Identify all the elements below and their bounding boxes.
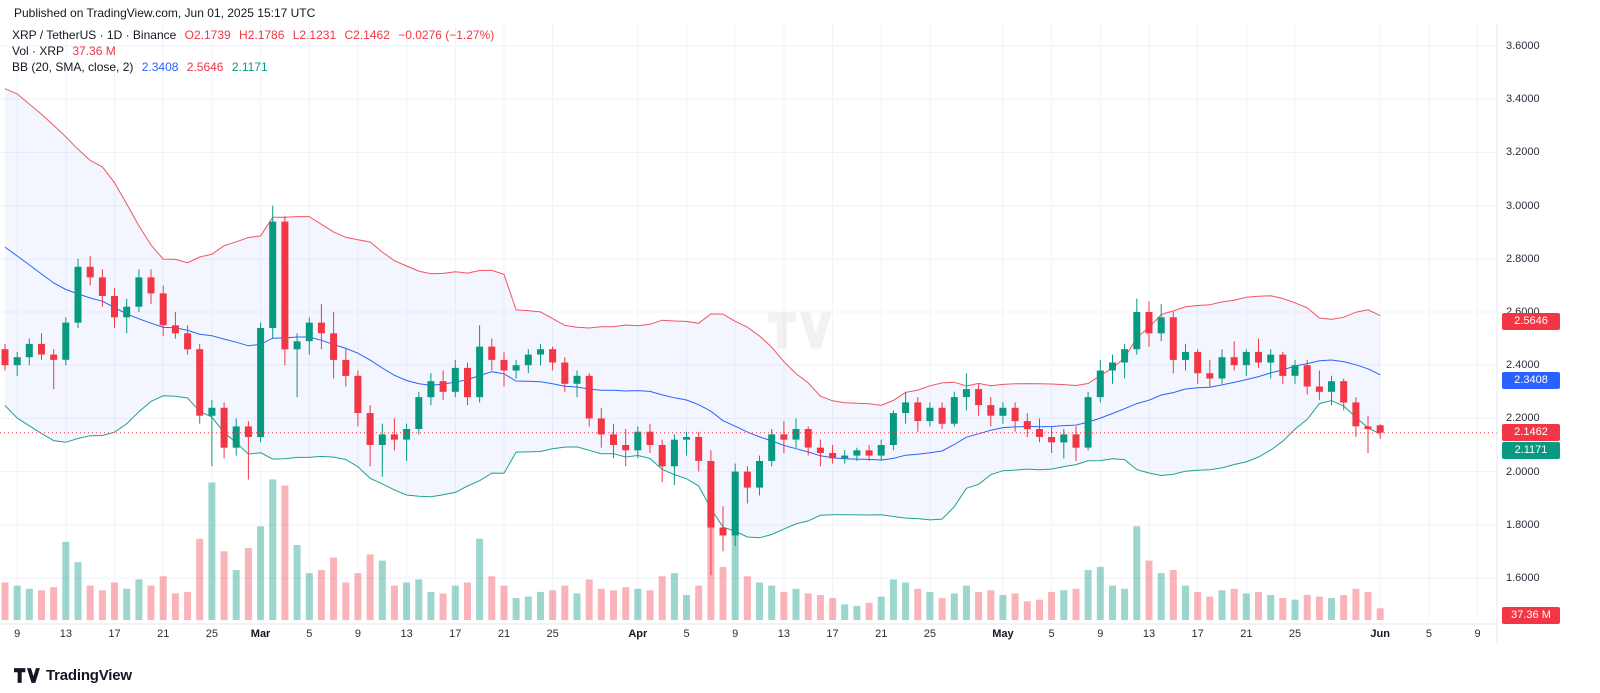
time-axis-label: 17 [826,628,839,640]
time-axis-label: 5 [1048,628,1055,640]
symbol-row: XRP / TetherUS · 1D · Binance O2.1739 H2… [12,27,499,43]
time-axis-label: 5 [683,628,690,640]
tradingview-logo-icon[interactable] [14,668,40,683]
time-axis-label: Apr [628,628,648,640]
time-axis-label: 21 [1240,628,1253,640]
time-axis-label: 9 [1474,628,1481,640]
price-axis-label: 1.8000 [1506,518,1540,531]
time-axis-label: 25 [1288,628,1302,640]
time-axis-label: 17 [449,628,462,640]
time-axis-label: Jun [1370,628,1390,640]
time-axis-label: 5 [1425,628,1432,640]
price-axis-label: 3.4000 [1506,93,1540,106]
time-axis-label: 25 [546,628,559,640]
time-axis-label: 5 [306,628,313,640]
ohlc-low: L2.1231 [292,28,337,42]
volume-row: Vol · XRP 37.36 M [12,43,499,59]
time-axis-label: 9 [732,628,739,640]
time-axis-label: 13 [400,628,413,640]
published-header: Published on TradingView.com, Jun 01, 20… [14,6,315,20]
footer: TradingView [14,667,132,684]
bb-upper-value: 2.5646 [186,60,224,74]
time-axis-label: 25 [923,628,937,640]
ohlc-high: H2.1786 [239,28,285,42]
price-axis-label: 2.8000 [1506,252,1540,265]
ohlc-change: −0.0276 (−1.27%) [398,28,495,42]
time-axis-label: 13 [777,628,790,640]
volume-label: Vol · XRP [12,44,65,58]
bb-label: BB (20, SMA, close, 2) [12,60,134,74]
time-axis-label: 21 [157,628,170,640]
time-axis-label: 13 [59,628,72,640]
ohlc-open: O2.1739 [184,28,231,42]
bb-lower-value: 2.1171 [231,60,268,74]
price-axis-label: 3.0000 [1506,199,1540,212]
time-axis-label: 21 [497,628,511,640]
price-badge: 2.1462 [1502,424,1560,442]
price-axis-label: 2.2000 [1506,412,1540,425]
symbol-title: XRP / TetherUS · 1D · Binance [12,28,177,42]
ohlc-close: C2.1462 [344,28,390,42]
tradingview-wordmark[interactable]: TradingView [46,667,132,684]
time-axis-label: 9 [1097,628,1104,640]
price-badge: 2.5646 [1502,312,1560,330]
price-axis-label: 3.2000 [1506,146,1540,159]
chart-legend: XRP / TetherUS · 1D · Binance O2.1739 H2… [12,27,499,75]
time-axis-label: 21 [875,628,888,640]
price-axis-label: 2.4000 [1506,359,1540,372]
time-axis-label: Mar [250,628,271,640]
price-axis-label: 1.6000 [1506,572,1540,584]
time-axis-label: 9 [354,628,361,640]
time-axis-label: 17 [108,628,121,640]
time-axis-label: May [992,628,1014,640]
volume-value: 37.36 M [72,44,116,58]
published-text: Published on TradingView.com, Jun 01, 20… [14,6,316,20]
price-badge: 2.1171 [1502,442,1560,460]
volume-badge: 37.36 M [1502,607,1560,624]
price-badge: 2.3408 [1502,372,1560,390]
bb-basis-value: 2.3408 [141,60,179,74]
time-axis-label: 25 [205,628,218,640]
time-axis-label: 9 [14,628,21,640]
bb-row: BB (20, SMA, close, 2) 2.3408 2.5646 2.1… [12,59,499,75]
time-axis-label: 17 [1191,628,1204,640]
time-axis-label: 13 [1142,628,1156,640]
price-axis-label: 3.6000 [1506,40,1540,52]
tradingview-watermark-icon [768,312,832,354]
price-axis-label: 2.0000 [1506,465,1540,478]
